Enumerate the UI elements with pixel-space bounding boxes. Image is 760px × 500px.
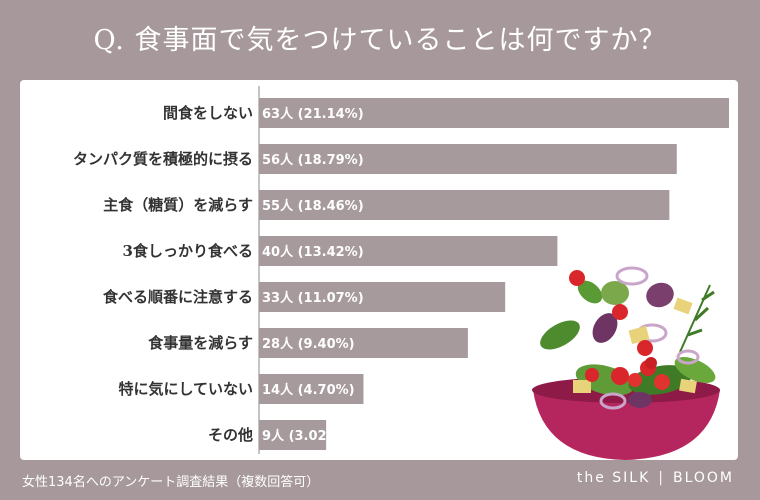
value-label-0: 63人 (21.14%): [262, 106, 364, 122]
brand-logo: the SILK | BLOOM: [577, 470, 734, 486]
bars-layer: 間食をしない 63人 (21.14%) タンパク質を積極的に摂る 56人 (18.79…: [73, 86, 729, 454]
category-label-3: 3食しっかり食べる: [123, 242, 253, 260]
chart-title: Q. 食事面で気をつけていることは何ですか？: [93, 25, 667, 56]
bar-0: [259, 98, 729, 128]
category-label-4: 食べる順番に注意する: [103, 288, 253, 306]
category-label-6: 特に気にしていない: [118, 380, 253, 398]
value-label-2: 55人 (18.46%): [262, 198, 364, 214]
brand-name-left: the SILK: [576, 470, 651, 486]
bar-5: [259, 328, 468, 358]
bar-4: [259, 282, 506, 312]
salad-bowl-illustration: [532, 266, 720, 460]
chart-panel: 間食をしない 63人 (21.14%) タンパク質を積極的に摂る 56人 (18.79…: [20, 80, 738, 460]
bar-2: [259, 190, 670, 220]
value-label-5: 28人 (9.40%): [262, 336, 355, 352]
value-label-3: 40人 (13.42%): [262, 244, 364, 260]
value-label-6: 14人 (4.70%): [262, 382, 355, 398]
value-label-7: 9人 (3.02%): [262, 428, 346, 444]
bar-7: [259, 420, 327, 450]
category-label-5: 食事量を減らす: [148, 334, 253, 352]
bar-3: [259, 236, 558, 266]
value-label-4: 33人 (11.07%): [262, 290, 364, 306]
brand-divider: |: [658, 470, 665, 486]
bar-6: [259, 374, 364, 404]
bar-1: [259, 144, 677, 174]
category-label-2: 主食（糖質）を減らす: [103, 196, 253, 214]
category-label-7: その他: [208, 426, 253, 444]
category-label-1: タンパク質を積極的に摂る: [73, 150, 253, 168]
bar-chart: 間食をしない 63人 (21.14%) タンパク質を積極的に摂る 56人 (18.79…: [73, 86, 729, 460]
survey-footnote: 女性134名へのアンケート調査結果（複数回答可）: [22, 475, 320, 490]
brand-name-right: BLOOM: [672, 470, 734, 486]
category-label-0: 間食をしない: [163, 104, 253, 122]
value-label-1: 56人 (18.79%): [262, 152, 364, 168]
